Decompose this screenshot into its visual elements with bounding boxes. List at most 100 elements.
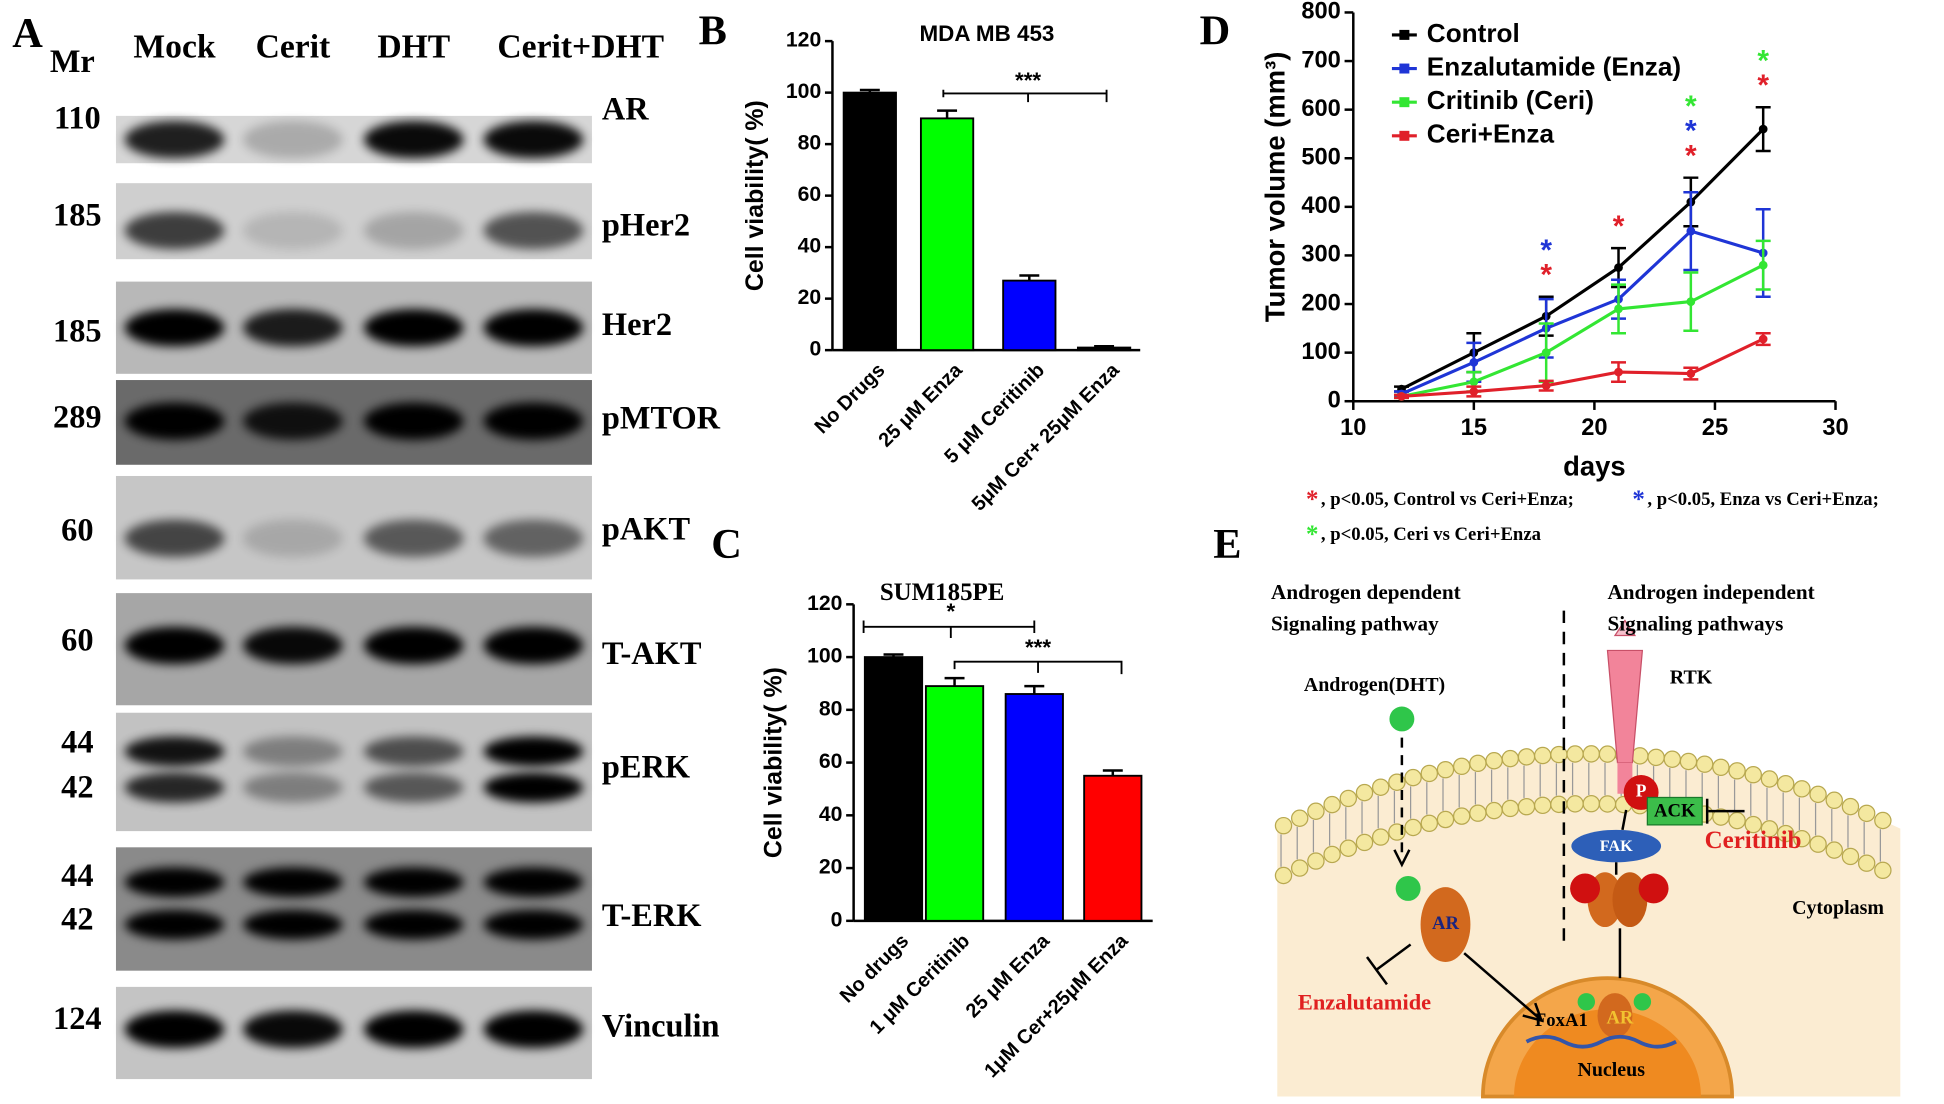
significance: *: [1685, 90, 1697, 123]
lipid-head: [1517, 748, 1536, 766]
band: [124, 772, 225, 803]
mr-value: 60: [61, 513, 93, 549]
row-label: pAKT: [602, 512, 691, 548]
row-label: pERK: [602, 749, 690, 785]
row-label: Her2: [602, 307, 672, 343]
lipid-head: [1420, 814, 1439, 833]
mr-value: 60: [61, 622, 93, 658]
footnote-text: , p<0.05, Control vs Ceri+Enza;: [1321, 489, 1574, 510]
significance: *: [1685, 140, 1697, 173]
row-label: Vinculin: [602, 1009, 720, 1045]
lipid-head: [1841, 797, 1860, 816]
y-tick-label: 500: [1301, 144, 1340, 170]
bar: [919, 117, 975, 352]
receptor-label: AR: [1432, 913, 1459, 934]
mr-value: 124: [53, 1001, 102, 1037]
lipid-head: [1582, 794, 1601, 813]
row-label: AR: [602, 92, 649, 128]
y-tick-label: 0: [809, 338, 821, 361]
ar-arrow: [1463, 952, 1540, 1019]
y-tick-label: 20: [819, 856, 843, 879]
mr-value: 110: [54, 100, 101, 136]
band: [124, 519, 225, 557]
band: [124, 120, 225, 159]
band: [363, 626, 464, 665]
point: [1541, 348, 1551, 357]
y-tick-label: 80: [819, 697, 843, 720]
mr-value: 44: [61, 725, 93, 761]
x-tick-label: 15: [1461, 415, 1487, 441]
ar-shape: [1420, 887, 1471, 962]
lipid-head: [1874, 861, 1892, 880]
panel-label: D: [1200, 8, 1231, 55]
row-label: T-AKT: [602, 636, 702, 672]
pathway-title: Androgen independent: [1607, 580, 1814, 604]
series-line: [1400, 229, 1764, 396]
row-label: pHer2: [602, 207, 690, 243]
legend-label: Ceri+Enza: [1427, 119, 1555, 149]
lipid-head: [1695, 755, 1714, 773]
legend-label: Critinib (Ceri): [1427, 85, 1594, 115]
bar: [924, 685, 985, 922]
y-tick-label: 0: [1328, 387, 1341, 413]
chart-title: MDA MB 453: [920, 21, 1055, 46]
bar: [1076, 346, 1132, 352]
point: [1469, 357, 1479, 367]
point: [1686, 226, 1696, 236]
point: [1541, 381, 1551, 391]
band: [363, 211, 464, 250]
blot-strip: [115, 712, 592, 832]
panel-label: B: [699, 8, 727, 55]
y-tick-label: 0: [831, 908, 843, 931]
lipid-head: [1776, 824, 1795, 843]
adaptor-label: FAK: [1600, 837, 1633, 855]
lane-label: Mock: [133, 29, 215, 66]
lipid-head: [1598, 745, 1617, 763]
x-tick-label: 5μM Cer+ 25μM Enza: [968, 359, 1125, 516]
band: [124, 1010, 225, 1048]
mr-value: 42: [61, 902, 93, 938]
footnote: *, p<0.05, Ceri vs Ceri+Enza: [1306, 521, 1542, 548]
receptor-label: RTK: [1670, 667, 1713, 689]
band: [243, 867, 343, 898]
lipid-head: [1760, 770, 1779, 788]
band: [363, 402, 464, 440]
dht-dot: [1633, 993, 1652, 1011]
y-tick-label: 400: [1301, 193, 1340, 219]
lipid-head: [1728, 762, 1746, 780]
lipid-head: [1404, 818, 1422, 837]
legend-marker: [1399, 63, 1410, 74]
point: [1614, 263, 1623, 272]
band: [363, 909, 464, 940]
x-tick-label: 10: [1340, 415, 1366, 441]
mr-value: 42: [61, 769, 93, 805]
significance: *: [1757, 44, 1769, 77]
lipid-head: [1760, 820, 1779, 838]
lipid-head: [1420, 764, 1439, 783]
point: [1686, 369, 1696, 378]
y-tick-label: 700: [1301, 47, 1340, 73]
inhibitor-label: Ceritinib: [1705, 827, 1802, 854]
lipid-head: [1533, 746, 1552, 765]
lipid-head: [1631, 747, 1649, 765]
lipid-head: [1793, 829, 1811, 848]
lipid-head: [1501, 799, 1520, 818]
band: [124, 626, 225, 665]
lipid-head: [1339, 839, 1358, 857]
band: [124, 867, 225, 898]
footnote: *, p<0.05, Enza vs Ceri+Enza;: [1632, 486, 1878, 513]
row-label: T-ERK: [602, 898, 702, 934]
bar: [1002, 279, 1057, 352]
y-tick-label: 100: [1301, 339, 1340, 365]
y-tick-label: 120: [786, 29, 821, 52]
point: [1758, 124, 1768, 134]
legend-marker: [1399, 29, 1410, 40]
error-bar: [883, 653, 904, 658]
bar: [1083, 774, 1143, 922]
band: [483, 402, 584, 440]
band: [243, 626, 343, 665]
rtk-shape: [1606, 649, 1644, 764]
point: [1614, 304, 1623, 314]
y-tick-label: 120: [807, 592, 842, 615]
lipid-head: [1874, 811, 1892, 830]
